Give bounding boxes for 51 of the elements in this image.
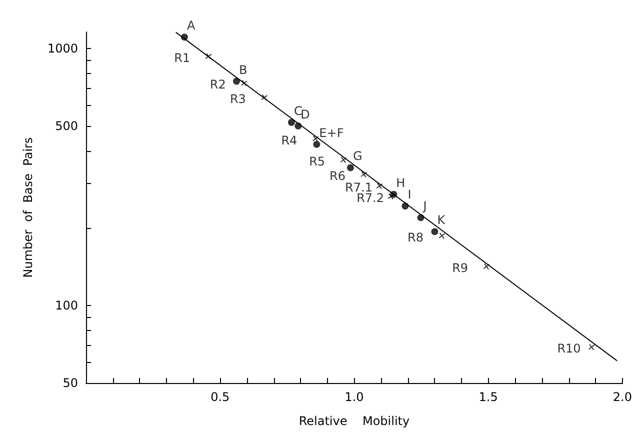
point (402, 202, 409, 210)
data-label: R8 (408, 230, 424, 244)
data-label: R3 (230, 92, 246, 106)
data-label: H (396, 176, 406, 190)
data-label: C (294, 104, 302, 118)
x-tick-label: 2.0 (612, 390, 632, 404)
y-tick-label: 1000 (47, 42, 78, 56)
data-label: A (186, 18, 196, 33)
point (313, 140, 320, 148)
data-label: J (422, 199, 427, 214)
x-tick-label: 1.0 (344, 390, 364, 404)
point (438, 232, 446, 240)
point (340, 156, 347, 164)
data-label: R1 (174, 50, 190, 65)
data-label: K (437, 213, 446, 228)
data-label: R4 (281, 133, 298, 148)
data-label: G (352, 149, 362, 164)
point (205, 53, 212, 60)
y-axis-title: Number of Base Pairs (21, 137, 35, 278)
data-label: R7.2 (356, 191, 384, 205)
point (431, 228, 438, 236)
point (417, 214, 424, 222)
data-label: E+F (319, 126, 344, 140)
data-label: R9 (452, 261, 468, 276)
point (390, 190, 398, 198)
point (312, 135, 319, 142)
point (294, 122, 302, 130)
x-tick-label: 1.5 (478, 390, 498, 404)
data-label: D (300, 107, 310, 122)
data-label: I (408, 188, 412, 202)
y-tick-label: 500 (55, 118, 78, 133)
point (240, 80, 248, 86)
data-label: R5 (309, 154, 326, 168)
data-label: R10 (557, 342, 581, 356)
point (346, 164, 354, 172)
point (232, 78, 240, 85)
data-label: R6 (329, 168, 346, 183)
point (360, 171, 368, 178)
x-tick-label: 0.5 (210, 390, 230, 404)
x-axis-title: Relative Mobility (298, 414, 410, 428)
point (180, 34, 188, 41)
point (376, 182, 383, 190)
data-label: B (238, 62, 248, 77)
y-tick-label: 50 (62, 376, 78, 390)
point (261, 94, 268, 101)
point (588, 344, 595, 350)
point (288, 118, 295, 126)
point (388, 193, 394, 200)
data-label: R2 (210, 78, 226, 92)
point (483, 263, 490, 270)
y-tick-label: 100 (55, 298, 78, 313)
